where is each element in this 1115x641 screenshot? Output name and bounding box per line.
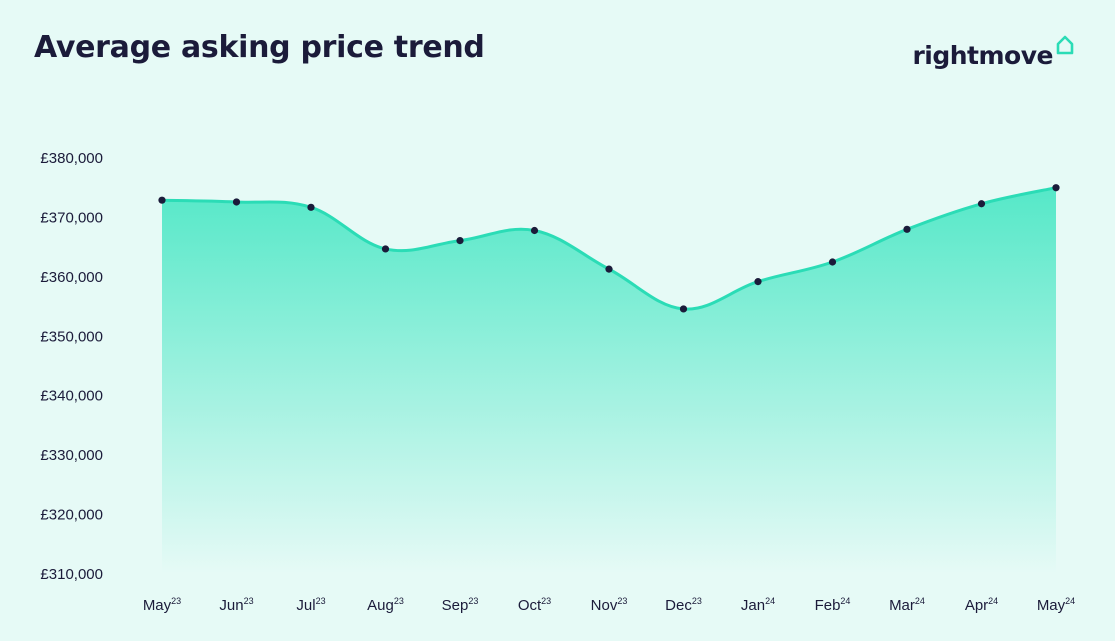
data-point (307, 203, 315, 211)
brand-logo: rightmove (912, 34, 1075, 70)
chart-title: Average asking price trend (34, 30, 485, 65)
data-point (1052, 184, 1060, 192)
data-point (977, 200, 986, 208)
y-tick-label: £370,000 (40, 209, 103, 226)
plot-area (158, 184, 1060, 574)
data-point (679, 305, 688, 313)
x-tick-label: May24 (1037, 596, 1075, 614)
x-tick-label: Nov23 (591, 596, 628, 614)
x-tick-label: Aug23 (367, 596, 404, 614)
y-tick-label: £320,000 (40, 507, 103, 524)
data-point (456, 237, 464, 245)
x-tick-label: Jul23 (296, 596, 325, 614)
data-point (381, 245, 390, 253)
x-tick-label: Feb24 (815, 596, 851, 614)
data-point (605, 265, 613, 273)
x-tick-label: Dec23 (665, 596, 702, 614)
x-tick-label: Sep23 (442, 596, 479, 614)
x-axis: May23 Jun23 Jul23 Aug23 Sep23 Oct23 Nov23 Dec23… (143, 596, 1075, 614)
area-fill (162, 187, 1056, 574)
data-point (903, 225, 911, 233)
house-icon (1056, 35, 1074, 55)
brand-wordmark: rightmove (912, 41, 1053, 70)
x-tick-label: May23 (143, 596, 181, 614)
y-tick-label: £350,000 (40, 328, 103, 345)
x-tick-label: Jun23 (219, 596, 253, 614)
x-tick-label: Oct23 (518, 596, 551, 614)
data-point (530, 226, 539, 235)
y-tick-label: £340,000 (40, 388, 103, 405)
data-point (158, 196, 166, 204)
y-tick-label: £310,000 (40, 566, 103, 583)
x-tick-label: Jan24 (741, 596, 775, 614)
y-axis: £380,000 £370,000 £360,000 £350,000 £340,000… (40, 150, 103, 583)
y-tick-label: £380,000 (40, 150, 103, 167)
data-point (232, 198, 241, 206)
x-tick-label: Mar24 (889, 596, 925, 614)
x-tick-label: Apr24 (965, 596, 998, 614)
data-point (754, 278, 762, 286)
y-tick-label: £360,000 (40, 269, 103, 286)
y-tick-label: £330,000 (40, 447, 103, 464)
data-point (828, 258, 837, 266)
